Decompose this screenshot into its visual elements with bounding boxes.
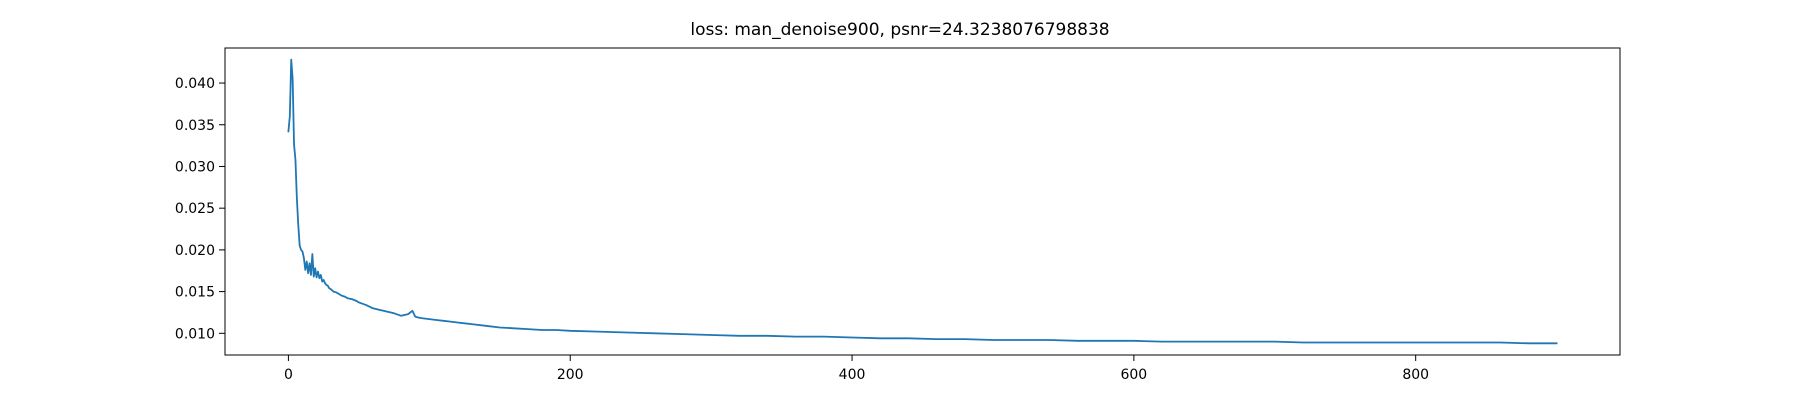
y-tick-label: 0.020 — [175, 243, 215, 259]
y-axis: 0.010 0.015 0.020 0.025 0.030 0.035 0.040 — [175, 76, 225, 342]
chart-title: loss: man_denoise900, psnr=24.3238076798… — [690, 20, 1109, 40]
y-tick-label: 0.025 — [175, 201, 215, 217]
x-tick-label: 800 — [1402, 367, 1429, 383]
y-tick-label: 0.040 — [175, 76, 215, 92]
plot-area — [287, 58, 1558, 345]
y-tick-label: 0.010 — [175, 326, 215, 342]
y-tick-label: 0.035 — [175, 118, 215, 134]
x-tick-label: 0 — [284, 367, 293, 383]
y-tick-label: 0.015 — [175, 285, 215, 301]
x-tick-label: 400 — [839, 367, 866, 383]
x-axis: 0 200 400 600 800 — [284, 355, 1429, 383]
y-tick-label: 0.030 — [175, 159, 215, 175]
series-line-0 — [287, 58, 1558, 345]
x-tick-label: 200 — [557, 367, 584, 383]
plot-frame — [224, 47, 1621, 356]
x-tick-label: 600 — [1120, 367, 1147, 383]
